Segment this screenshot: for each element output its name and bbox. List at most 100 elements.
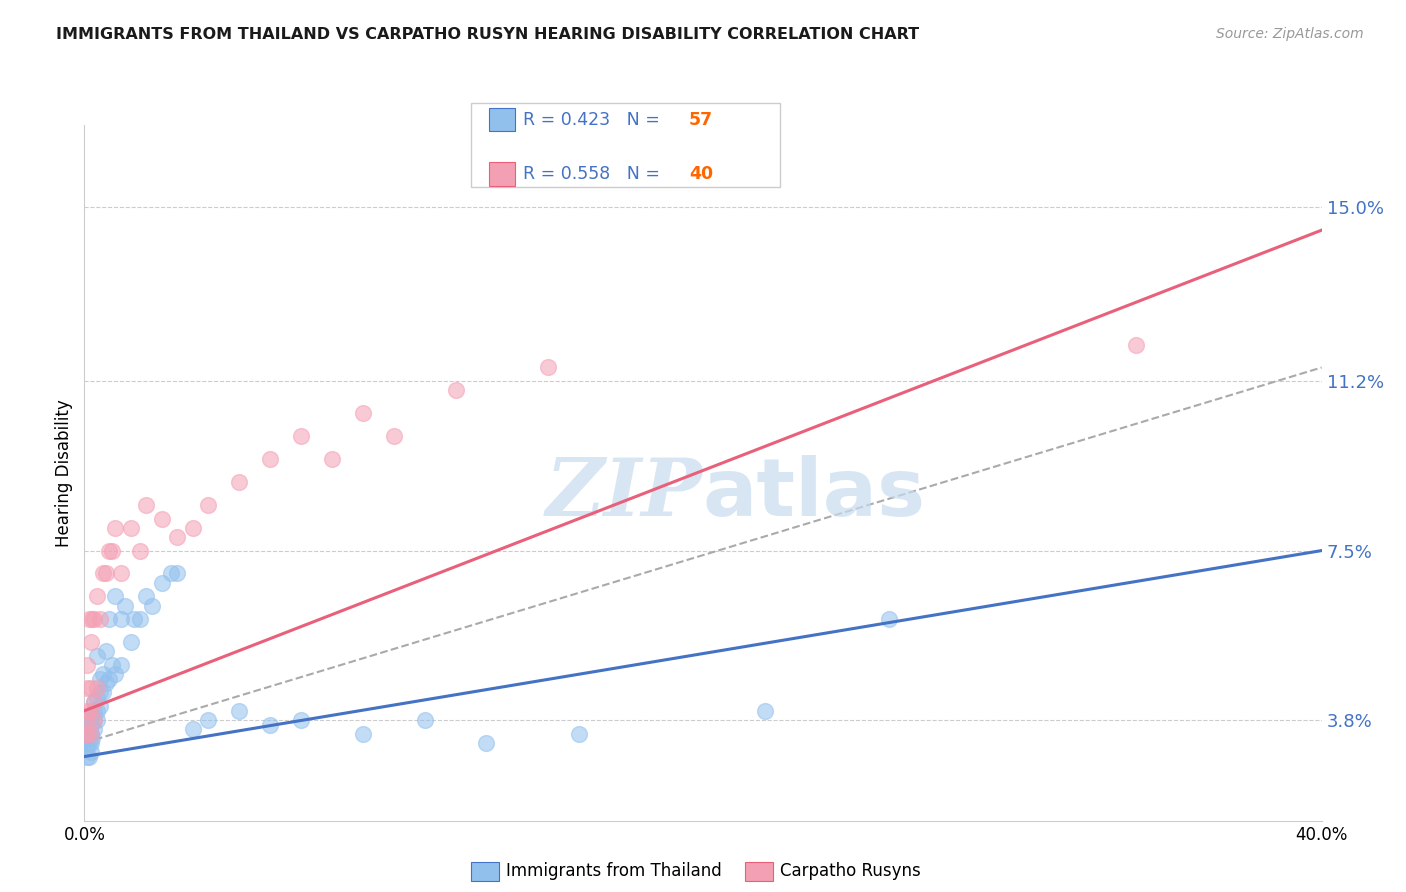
Point — [181, 521, 204, 535]
Point — [166, 566, 188, 581]
Point — [91, 667, 114, 681]
Point — [110, 612, 132, 626]
Point — [86, 681, 108, 695]
Y-axis label: Hearing Disability: Hearing Disability — [55, 399, 73, 547]
Text: Source: ZipAtlas.com: Source: ZipAtlas.com — [1216, 27, 1364, 41]
Text: 57: 57 — [689, 111, 713, 128]
Point — [122, 612, 145, 626]
Point — [110, 658, 132, 673]
Text: IMMIGRANTS FROM THAILAND VS CARPATHO RUSYN HEARING DISABILITY CORRELATION CHART: IMMIGRANTS FROM THAILAND VS CARPATHO RUS… — [56, 27, 920, 42]
Point — [352, 406, 374, 420]
Point — [228, 475, 250, 489]
Point — [76, 713, 98, 727]
Point — [197, 498, 219, 512]
Point — [413, 713, 436, 727]
Point — [83, 612, 105, 626]
Text: Immigrants from Thailand: Immigrants from Thailand — [506, 863, 721, 880]
Point — [76, 726, 98, 740]
Point — [79, 745, 101, 759]
Point — [197, 713, 219, 727]
Point — [77, 749, 100, 764]
Point — [160, 566, 183, 581]
Point — [91, 566, 114, 581]
Point — [89, 699, 111, 714]
Point — [120, 635, 142, 649]
Point — [83, 713, 105, 727]
Point — [76, 722, 98, 736]
Point — [86, 713, 108, 727]
Point — [76, 726, 98, 740]
Point — [101, 658, 124, 673]
Text: R = 0.558   N =: R = 0.558 N = — [523, 165, 665, 183]
Point — [129, 612, 152, 626]
Point — [104, 667, 127, 681]
Point — [537, 360, 560, 375]
Point — [76, 749, 98, 764]
Point — [89, 672, 111, 686]
Text: R = 0.423   N =: R = 0.423 N = — [523, 111, 665, 128]
Point — [444, 384, 467, 398]
Point — [82, 731, 104, 746]
Point — [83, 695, 105, 709]
Point — [475, 736, 498, 750]
Point — [86, 704, 108, 718]
Point — [89, 612, 111, 626]
Point — [228, 704, 250, 718]
Point — [114, 599, 136, 613]
Point — [1125, 337, 1147, 351]
Point — [129, 543, 152, 558]
Text: 40: 40 — [689, 165, 713, 183]
Point — [76, 681, 98, 695]
Point — [150, 575, 173, 590]
Point — [754, 704, 776, 718]
Point — [104, 590, 127, 604]
Point — [98, 543, 121, 558]
Point — [83, 695, 105, 709]
Point — [98, 612, 121, 626]
Point — [83, 722, 105, 736]
Point — [290, 713, 312, 727]
Point — [77, 612, 100, 626]
Point — [77, 736, 100, 750]
Point — [181, 722, 204, 736]
Point — [352, 726, 374, 740]
Point — [76, 658, 98, 673]
Point — [568, 726, 591, 740]
Point — [104, 521, 127, 535]
Point — [79, 708, 101, 723]
Point — [94, 644, 117, 658]
Point — [86, 590, 108, 604]
Point — [91, 685, 114, 699]
Point — [79, 726, 101, 740]
Text: atlas: atlas — [703, 455, 927, 533]
Point — [75, 736, 97, 750]
Point — [135, 590, 157, 604]
Point — [321, 452, 343, 467]
Point — [120, 521, 142, 535]
Point — [101, 543, 124, 558]
Point — [79, 681, 101, 695]
Point — [83, 704, 105, 718]
Point — [110, 566, 132, 581]
Point — [259, 452, 281, 467]
Point — [877, 612, 900, 626]
Point — [76, 731, 98, 746]
Text: Carpatho Rusyns: Carpatho Rusyns — [780, 863, 921, 880]
Point — [76, 713, 98, 727]
Point — [141, 599, 163, 613]
Point — [89, 685, 111, 699]
Point — [94, 676, 117, 690]
Point — [94, 566, 117, 581]
Point — [79, 736, 101, 750]
Point — [83, 713, 105, 727]
Point — [86, 690, 108, 704]
Point — [76, 704, 98, 718]
Point — [76, 740, 98, 755]
Point — [86, 648, 108, 663]
Point — [79, 726, 101, 740]
Point — [79, 717, 101, 731]
Point — [75, 726, 97, 740]
Point — [259, 717, 281, 731]
Point — [98, 672, 121, 686]
Point — [150, 511, 173, 525]
